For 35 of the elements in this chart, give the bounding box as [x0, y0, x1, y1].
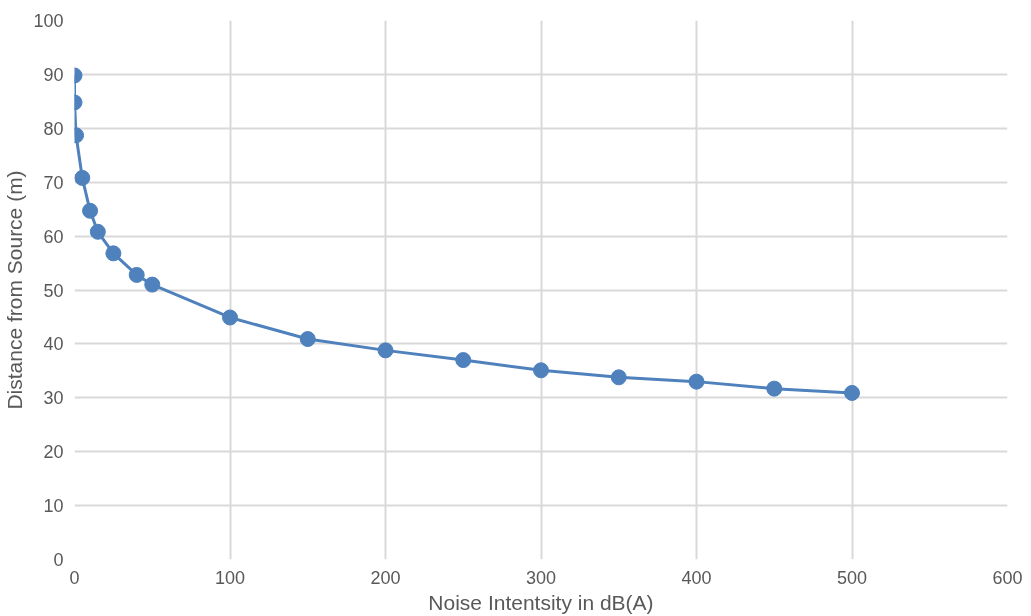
- point: [105, 245, 122, 262]
- point: [610, 369, 627, 386]
- x-tick-label: 200: [370, 567, 401, 588]
- y-tick-label: 20: [43, 442, 64, 463]
- y-tick-label: 30: [43, 388, 64, 409]
- point: [128, 266, 145, 283]
- x-axis-title: Noise Intentsity in dB(A): [428, 590, 654, 614]
- x-tick-label: 500: [836, 567, 868, 588]
- x-tick-label: 300: [525, 567, 557, 588]
- y-tick-label: 100: [33, 11, 64, 31]
- point: [299, 331, 316, 348]
- x-tick-label: 0: [69, 567, 80, 588]
- y-tick-label: 90: [43, 64, 64, 85]
- x-tick-label: 600: [992, 567, 1023, 588]
- point: [766, 380, 783, 397]
- y-tick-label: 50: [43, 280, 64, 301]
- x-tick-label: 400: [681, 567, 712, 588]
- point: [82, 202, 99, 219]
- y-tick-label: 0: [53, 550, 64, 570]
- point: [89, 223, 106, 240]
- point: [844, 384, 860, 401]
- x-tick-label: 100: [214, 567, 246, 588]
- y-tick-label: 10: [43, 496, 64, 517]
- point: [144, 276, 161, 293]
- y-tick-label: 60: [43, 226, 64, 247]
- point: [222, 309, 238, 326]
- y-tick-label: 80: [43, 118, 64, 139]
- y-tick-label: 70: [43, 172, 64, 193]
- point: [688, 373, 705, 390]
- point: [533, 362, 549, 379]
- point: [74, 169, 91, 186]
- y-tick-label: 40: [43, 334, 64, 355]
- y-axis-title: Distance from Source (m): [3, 170, 27, 410]
- point: [377, 342, 394, 359]
- point: [455, 352, 472, 369]
